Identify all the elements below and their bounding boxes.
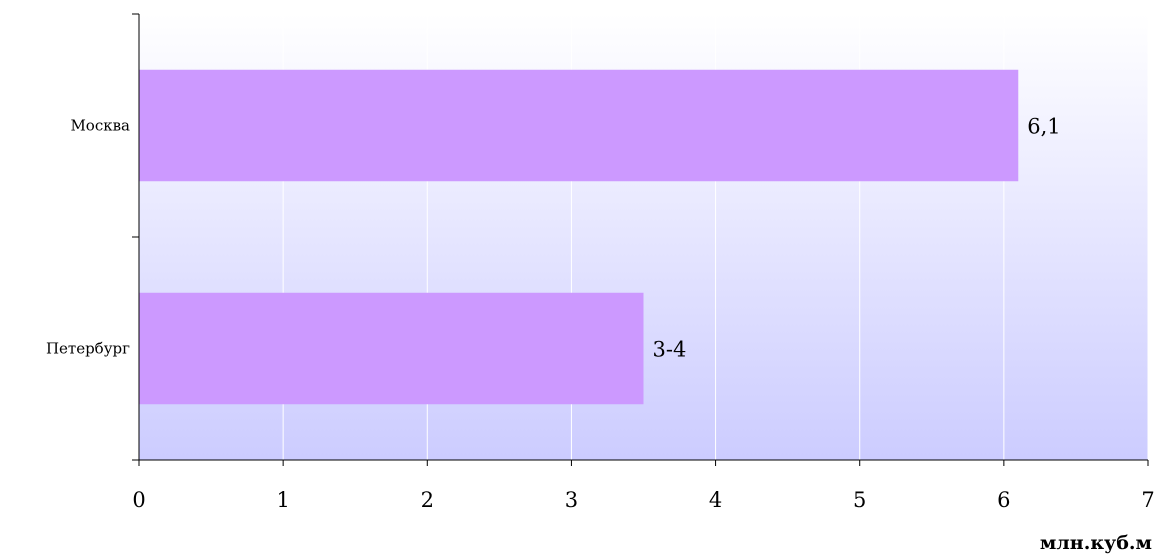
data-label: 3-4 [653,338,687,362]
x-tick-label: 0 [132,488,145,512]
category-label: Петербург [46,340,130,358]
x-axis-unit-label: млн.куб.м [1040,532,1152,554]
bar [139,69,1019,182]
axes [132,13,1149,466]
x-tick-label: 5 [853,488,866,512]
x-tick-label: 6 [997,488,1010,512]
x-tick-label: 7 [1141,488,1154,512]
x-tick-label: 2 [421,488,434,512]
x-tick-label: 3 [565,488,578,512]
labels: 6,1 Москва 3-4 Петербург 0 1 2 3 4 5 6 7 [46,115,1155,513]
category-label: Москва [70,117,130,135]
x-tick-label: 4 [709,488,722,512]
data-label: 6,1 [1027,115,1060,139]
bars [139,69,1019,405]
x-tick-label: 1 [276,488,289,512]
bar [139,292,644,405]
